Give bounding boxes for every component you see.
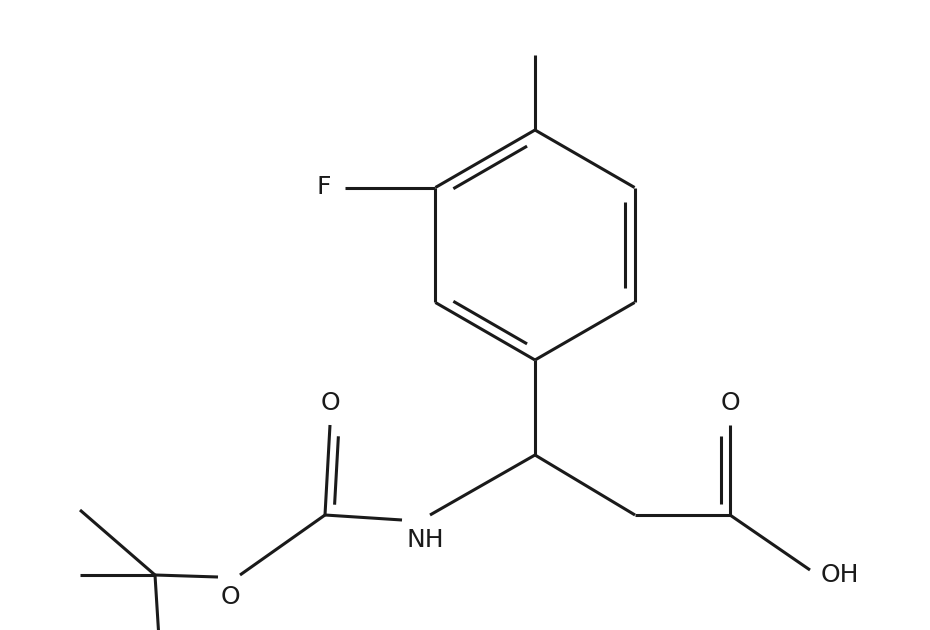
Text: NH: NH xyxy=(406,528,444,552)
Text: O: O xyxy=(720,391,739,415)
Text: OH: OH xyxy=(821,563,859,587)
Text: O: O xyxy=(320,391,339,415)
Text: F: F xyxy=(316,176,331,200)
Text: O: O xyxy=(220,585,240,609)
